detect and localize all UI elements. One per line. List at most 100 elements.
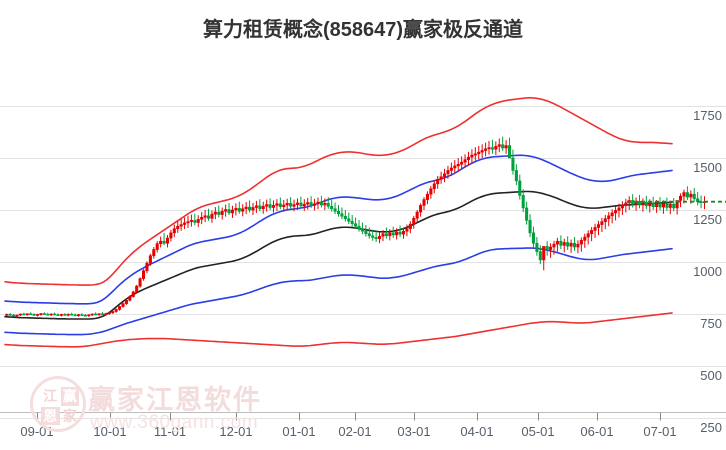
candle-body xyxy=(128,296,132,301)
page-title: 算力租赁概念(858647)赢家极反通道 xyxy=(202,19,524,41)
y-axis-label-1500: 1500 xyxy=(693,160,722,175)
candle-body xyxy=(528,220,532,234)
x-axis-label-01-01: 01-01 xyxy=(282,424,316,439)
x-axis-label-10-01: 10-01 xyxy=(93,424,127,439)
candle-body xyxy=(330,205,334,210)
candle-body xyxy=(196,219,200,223)
band-上轨蓝线 xyxy=(4,154,673,305)
x-axis-label-06-01: 06-01 xyxy=(580,424,614,439)
candle-body xyxy=(70,313,74,316)
candle-body xyxy=(507,145,512,159)
candle-body xyxy=(405,228,409,232)
candle-body xyxy=(18,313,22,316)
candle-body xyxy=(59,314,63,316)
candle-body xyxy=(155,243,159,250)
candle-body xyxy=(203,215,207,218)
candle-body xyxy=(429,188,433,195)
candle-body xyxy=(490,147,494,150)
candle-body xyxy=(63,314,67,316)
candle-body xyxy=(453,165,457,169)
candle-body xyxy=(549,246,553,250)
candle-body xyxy=(603,218,607,222)
candle-body xyxy=(261,205,265,210)
candle-body xyxy=(668,203,672,208)
x-axis-label-03-01: 03-01 xyxy=(397,424,431,439)
candle-body xyxy=(381,233,385,237)
candle-body xyxy=(518,180,522,196)
candle-body xyxy=(466,156,471,160)
candle-body xyxy=(186,221,190,224)
candle-body xyxy=(610,212,614,217)
candle-body xyxy=(378,235,382,240)
candle-body xyxy=(511,157,515,171)
candle-body xyxy=(374,237,378,240)
candle-body xyxy=(651,202,655,207)
y-axis-label-1000: 1000 xyxy=(693,264,722,279)
candle-body xyxy=(306,202,310,205)
candle-body xyxy=(661,203,665,208)
candle-body xyxy=(230,209,234,214)
candle-body xyxy=(682,192,686,197)
candle-body xyxy=(655,203,659,207)
candle-body xyxy=(285,203,289,206)
band-中轨黑线 xyxy=(4,190,673,320)
candle-body xyxy=(278,203,282,207)
x-axis-label-04-01: 04-01 xyxy=(460,424,494,439)
candle-body xyxy=(316,201,320,205)
candle-body xyxy=(73,314,77,317)
candle-body xyxy=(644,201,648,207)
candle-body xyxy=(234,208,238,211)
candle-body xyxy=(685,192,689,198)
candle-body xyxy=(525,207,529,221)
candle-body xyxy=(648,202,652,207)
candle-body xyxy=(367,233,371,237)
candle-body xyxy=(535,242,539,252)
candle-body xyxy=(460,161,464,165)
candle-body xyxy=(56,314,60,316)
candle-body xyxy=(213,211,217,215)
candle-body xyxy=(463,159,467,163)
candle-body xyxy=(206,215,211,219)
candle-body xyxy=(562,242,566,246)
candle-body xyxy=(244,206,248,210)
candle-body xyxy=(289,203,293,207)
candle-body xyxy=(189,220,193,222)
candle-body xyxy=(590,230,594,235)
band-下轨红线 xyxy=(4,312,673,348)
candle-body xyxy=(172,228,176,234)
candle-body xyxy=(497,144,501,147)
candle-body xyxy=(531,232,535,244)
x-axis-label-07-01: 07-01 xyxy=(643,424,677,439)
candle-body xyxy=(579,240,583,245)
candle-body xyxy=(97,313,101,316)
candle-body xyxy=(446,170,450,175)
candle-body xyxy=(388,232,392,237)
candle-body xyxy=(131,291,135,297)
candle-body xyxy=(569,242,573,247)
candle-body xyxy=(408,223,412,230)
candle-body xyxy=(600,221,604,225)
candle-body xyxy=(200,216,204,220)
candle-body xyxy=(552,243,556,248)
candle-body xyxy=(107,312,111,315)
candle-body xyxy=(586,233,590,238)
candle-body xyxy=(313,203,317,206)
candle-body xyxy=(193,220,197,223)
candle-body xyxy=(302,203,306,207)
candle-body xyxy=(545,246,549,250)
candle-body xyxy=(275,203,279,206)
candle-body xyxy=(637,200,642,206)
candlestick-series xyxy=(5,136,707,318)
candle-body xyxy=(398,231,402,235)
candle-body xyxy=(111,311,115,314)
candle-body xyxy=(480,150,484,153)
candle-body xyxy=(596,224,600,228)
candle-body xyxy=(514,170,518,182)
candle-body xyxy=(343,215,347,220)
candle-body xyxy=(384,233,388,237)
candle-body xyxy=(159,240,163,244)
candle-body xyxy=(336,210,341,215)
y-axis-label-750: 750 xyxy=(700,316,722,331)
candle-body xyxy=(104,313,108,315)
candle-body xyxy=(251,207,255,211)
